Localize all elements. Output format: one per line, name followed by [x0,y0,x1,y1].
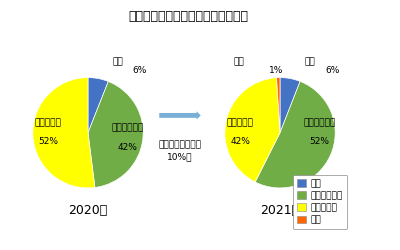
Text: 6%: 6% [325,66,340,76]
Text: 【メールサーバセキュリティ評価】: 【メールサーバセキュリティ評価】 [128,10,248,23]
Text: 改善が必要: 改善が必要 [35,118,62,127]
Wedge shape [280,78,300,133]
Text: 改善が必要: 改善が必要 [227,118,254,127]
Text: 安全: 安全 [305,58,316,67]
Text: 2020年: 2020年 [68,204,108,218]
Legend: 安全, 見直しを推奪, 改善が必要, 危険: 安全, 見直しを推奪, 改善が必要, 危険 [292,174,347,229]
Text: 安全: 安全 [113,58,124,67]
Text: 見直しを推奨: 見直しを推奨 [112,124,144,133]
Text: 52%: 52% [38,137,58,146]
Text: 52%: 52% [310,137,330,146]
Wedge shape [88,82,143,188]
Text: 42%: 42% [230,137,250,146]
Wedge shape [88,78,108,133]
Text: 6%: 6% [132,66,146,76]
Text: 「改善が必要」が
10%減: 「改善が必要」が 10%減 [158,140,202,161]
Wedge shape [33,78,95,188]
Wedge shape [225,78,280,182]
Text: 危険: 危険 [233,58,244,67]
Text: 2021年: 2021年 [260,204,300,218]
Text: 1%: 1% [269,66,283,76]
Text: 見直しを推奨: 見直しを推奨 [304,118,336,127]
Wedge shape [255,82,335,188]
Wedge shape [276,78,280,133]
Text: 42%: 42% [118,143,138,152]
